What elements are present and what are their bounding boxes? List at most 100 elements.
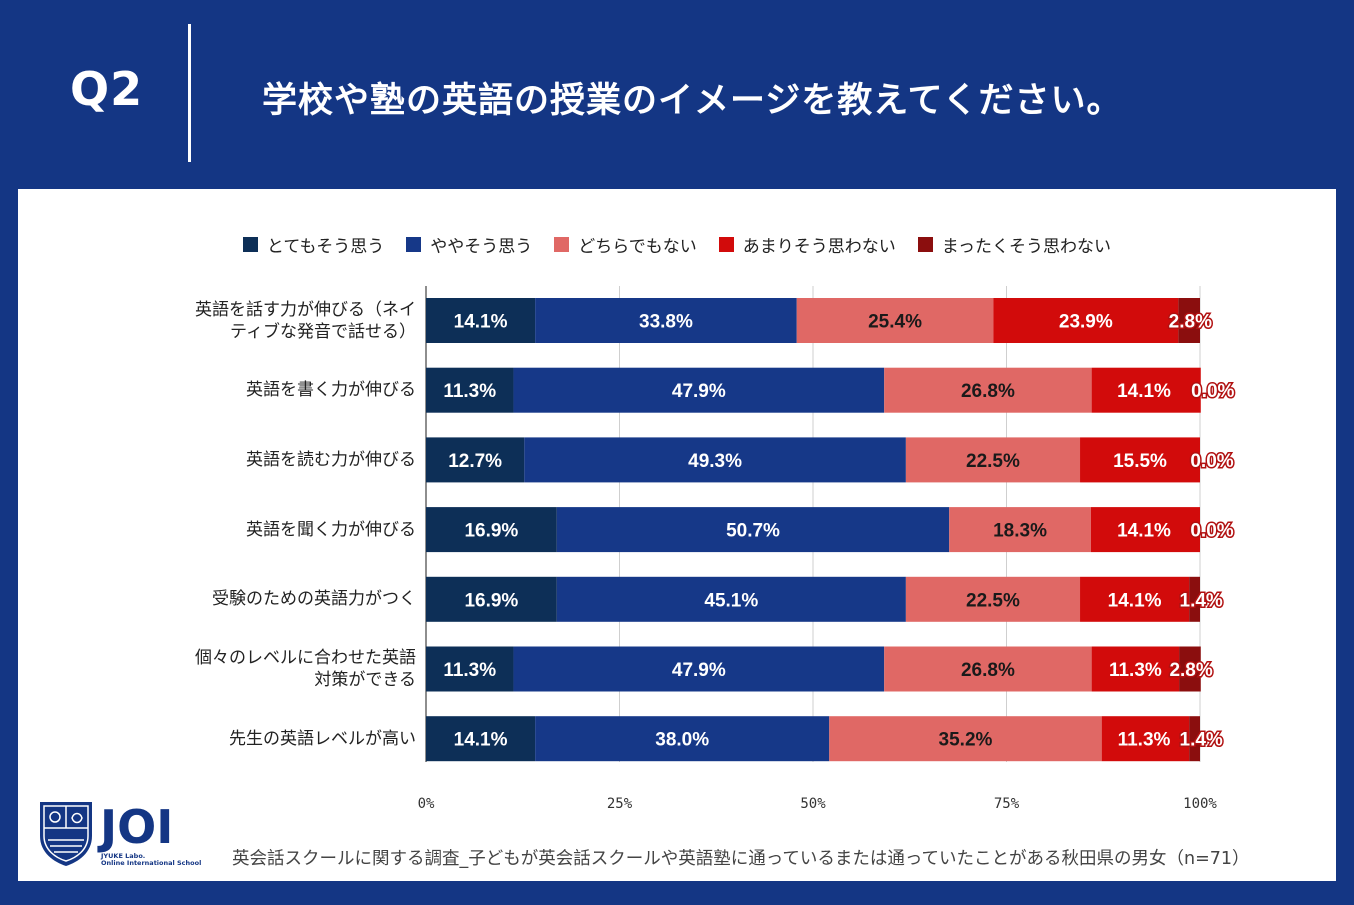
bar-segment [426,646,514,692]
legend-label: とてもそう思う [266,236,385,257]
data-label: 33.8% [639,312,693,333]
bar-segment [1080,576,1190,622]
category-label: 英語を話す力が伸びる（ネイ ティブな発音で話せる） [156,299,416,343]
data-label: 2.8% [1169,312,1212,333]
data-label: 47.9% [672,660,726,681]
bar-segment [1091,646,1180,692]
data-label: 47.9% [672,381,726,402]
bar-segment [949,507,1091,553]
bar-segment [905,437,1081,483]
bar-segment [426,716,536,762]
legend-item-5: まったくそう思わない [917,232,1112,257]
bar-segment [513,646,885,692]
legend-item-1: とてもそう思う [242,232,385,257]
category-label: 受験のための英語力がつく [156,588,416,610]
legend-swatch [917,236,933,252]
data-label: 14.1% [454,312,508,333]
legend-label: まったくそう思わない [941,236,1112,257]
x-tick-label: 100% [1183,796,1217,812]
category-label-line: 英語を書く力が伸びる [246,380,416,401]
data-label: 0.0% [1191,381,1234,402]
data-label: 0.0% [1190,521,1233,542]
category-label: 英語を書く力が伸びる [156,379,416,401]
data-label: 45.1% [704,590,758,611]
data-label: 2.8% [1169,660,1212,681]
bar-segment [993,298,1179,343]
data-label: 1.4% [1180,590,1223,611]
bar-segment [1189,716,1200,762]
data-label: 14.1% [454,730,508,751]
bar-segment [535,716,830,762]
question-title: 学校や塾の英語の授業のイメージを教えてください。 [262,81,1123,121]
bar-segment [905,576,1081,622]
data-label: 25.4% [868,312,922,333]
logo-subtitle-2: Online International School [101,859,202,867]
category-label-line: 対策ができる [314,670,416,690]
category-label: 英語を読む力が伸びる [156,449,416,471]
bar-segment [513,367,885,413]
category-label-line: 英語を話す力が伸びる（ネイ [195,299,416,320]
bar-segment [829,716,1102,762]
legend-label: ややそう思う [430,236,533,257]
data-label: 49.3% [688,451,742,472]
bar-segment [796,298,994,343]
category-label-line: 英語を聞く力が伸びる [246,519,416,540]
data-label: 11.3% [1109,660,1162,681]
bar-segment [1179,646,1201,692]
x-tick-label: 50% [800,796,826,812]
legend-swatch [718,236,734,252]
bar-segment [884,367,1092,413]
question-number: Q2 [70,62,144,116]
category-label-line: ティブな発音で話せる） [230,321,416,342]
legend-swatch [554,236,570,252]
data-label: 16.9% [464,521,518,542]
data-label: 18.3% [993,521,1047,542]
category-label-line: 受験のための英語力がつく [212,589,416,610]
bar-segment [1091,367,1201,413]
header-divider [188,24,191,162]
data-label: 26.8% [961,660,1015,681]
bar-segment [1101,716,1190,762]
data-label: 11.3% [443,660,496,681]
source-note: 英会話スクールに関する調査_子どもが英会話スクールや英語塾に通っているまたは通っ… [232,849,1250,869]
data-label: 35.2% [939,730,993,751]
bar-segment [556,576,906,622]
data-label: 22.5% [966,590,1020,611]
bar-segment [426,507,557,553]
bar-segment [1178,298,1200,343]
legend-label: あまりそう思わない [742,236,896,257]
data-label: 26.8% [961,381,1015,402]
data-label: 11.3% [1118,730,1171,751]
data-label: 50.7% [726,521,780,542]
data-label: 23.9% [1059,312,1113,333]
data-label: 14.1% [1117,381,1171,402]
category-label-line: 先生の英語レベルが高い [229,728,416,749]
category-label: 英語を聞く力が伸びる [156,519,416,541]
bar-segment [535,298,797,343]
legend-item-2: ややそう思う [406,232,532,257]
bar-segment [884,646,1092,692]
category-label: 個々のレベルに合わせた英語 対策ができる [156,647,416,691]
data-label: 22.5% [966,451,1020,472]
bar-segment [426,367,514,413]
logo-text: JOI [100,800,174,854]
category-label-line: 個々のレベルに合わせた英語 [195,648,416,668]
x-tick-label: 0% [418,796,435,812]
bar-segment [426,576,557,622]
data-label: 0.0% [1190,451,1233,472]
data-label: 15.5% [1113,451,1167,472]
chart-legend: とてもそう思う ややそう思う どちらでもない あまりそう思わない まったくそう思わない [0,232,1354,257]
legend-item-4: あまりそう思わない [718,232,896,257]
joi-logo-emblem [40,802,92,866]
logo-subtitle-1: JYUKE Labo. [101,852,146,860]
bar-segment [556,507,950,553]
bar-segment [1090,507,1200,553]
bar-segment [426,437,525,483]
data-label: 38.0% [655,730,709,751]
data-label: 11.3% [443,381,496,402]
bar-segment [1189,576,1200,622]
bar-segment [524,437,906,483]
legend-item-3: どちらでもない [554,232,697,257]
bar-segment [426,298,536,343]
